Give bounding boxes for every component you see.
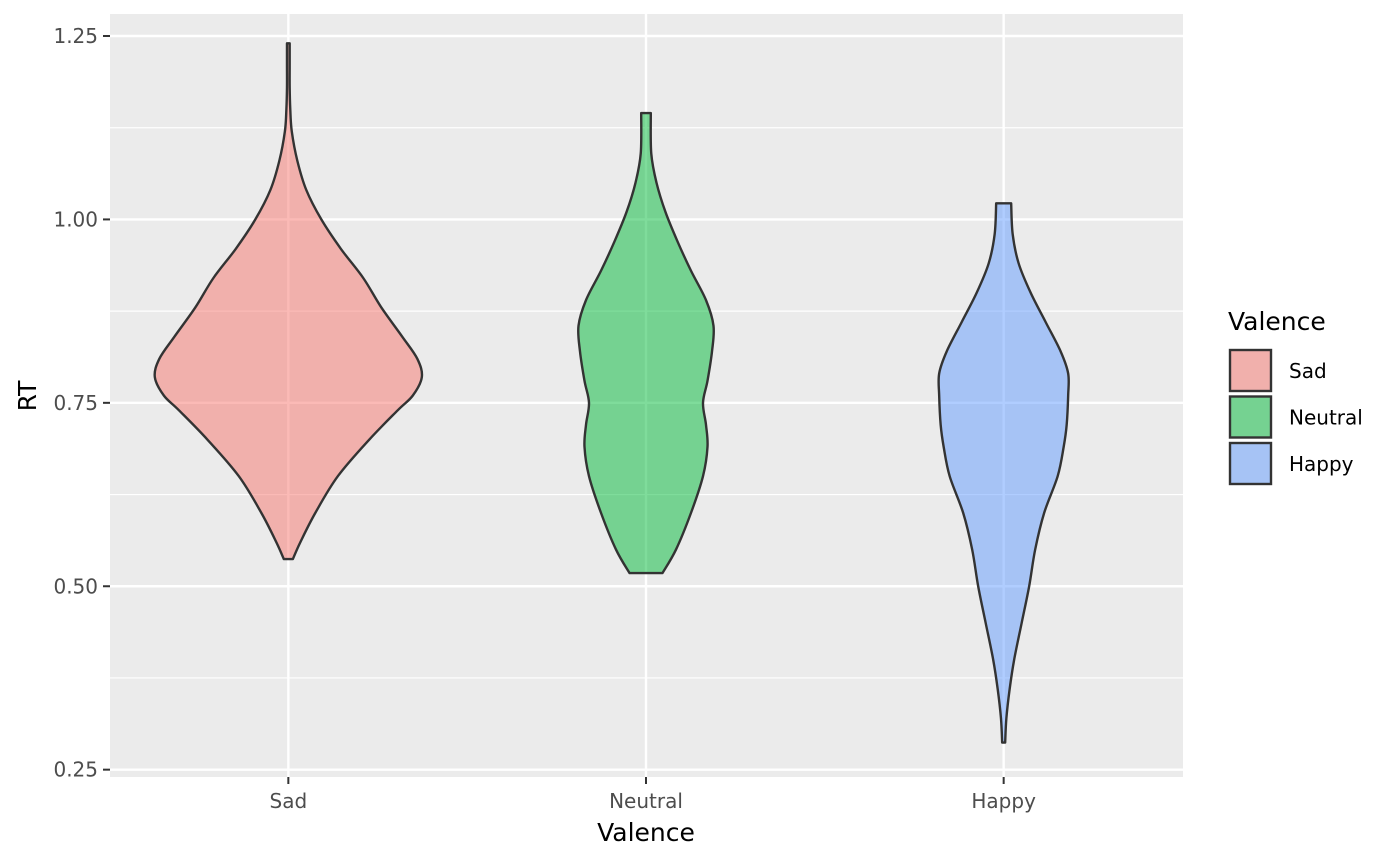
y-tick-label: 1.25 (53, 24, 98, 48)
y-tick-label: 0.75 (53, 391, 98, 415)
legend-label: Happy (1289, 452, 1354, 476)
x-axis: Sad Neutral Happy (270, 777, 1036, 813)
y-axis-title: RT (13, 380, 42, 412)
y-tick-label: 0.50 (53, 574, 98, 598)
violins (153, 42, 1070, 744)
x-tick-label: Sad (270, 789, 308, 813)
y-tick-label: 0.25 (53, 758, 98, 782)
x-tick-label: Happy (971, 789, 1036, 813)
legend: Valence Sad Neutral Happy (1228, 307, 1363, 486)
legend-item-neutral: Neutral (1228, 395, 1363, 439)
violin-happy (937, 202, 1070, 744)
legend-item-happy: Happy (1228, 441, 1354, 486)
legend-title: Valence (1228, 307, 1326, 336)
legend-key-swatch (1228, 441, 1273, 486)
legend-label: Neutral (1289, 406, 1363, 430)
violin-neutral (576, 111, 716, 575)
y-tick-label: 1.00 (53, 207, 98, 231)
legend-key-swatch (1228, 348, 1273, 393)
legend-item-sad: Sad (1228, 348, 1327, 393)
legend-key-swatch (1228, 395, 1273, 439)
legend-label: Sad (1289, 359, 1327, 383)
y-axis: 0.25 0.50 0.75 1.00 1.25 (53, 24, 110, 782)
x-tick-label: Neutral (609, 789, 683, 813)
violin-sad (153, 42, 424, 561)
x-axis-title: Valence (597, 818, 695, 847)
